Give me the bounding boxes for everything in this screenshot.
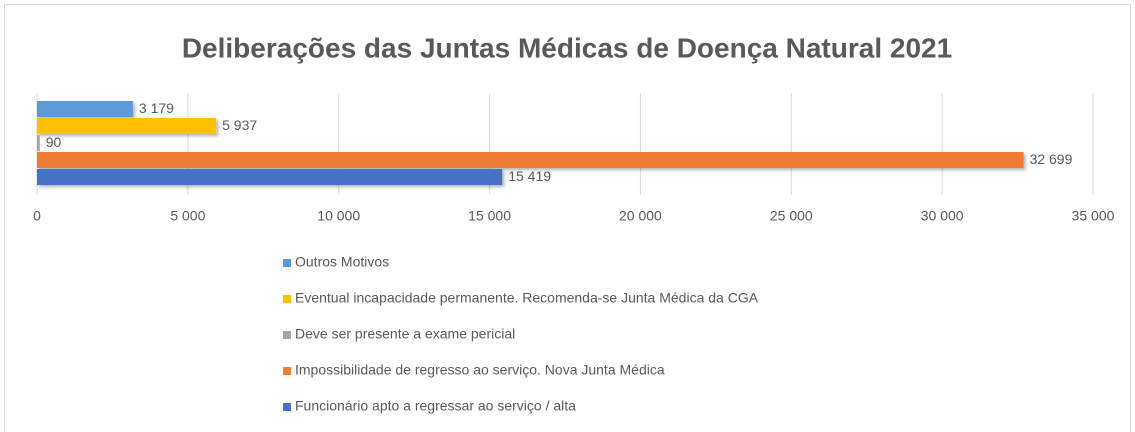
value-label: 90 (46, 134, 62, 150)
legend-swatch (283, 403, 291, 411)
chart-title: Deliberações das Juntas Médicas de Doenç… (182, 32, 952, 63)
x-tick-label: 15 000 (468, 208, 511, 224)
legend-label: Eventual incapacidade permanente. Recome… (295, 290, 759, 306)
legend-swatch (283, 259, 291, 267)
x-tick-label: 0 (33, 208, 41, 224)
bar (37, 118, 217, 134)
x-tick-label: 20 000 (619, 208, 662, 224)
bar (37, 152, 1024, 168)
x-tick-label: 5 000 (170, 208, 205, 224)
value-label: 3 179 (139, 100, 174, 116)
legend-swatch (283, 331, 291, 339)
value-label: 15 419 (508, 168, 551, 184)
legend-swatch (283, 367, 291, 375)
bar (37, 135, 40, 151)
bar (37, 101, 133, 117)
chart-frame (4, 4, 1131, 432)
bar (37, 169, 503, 185)
legend-label: Funcionário apto a regressar ao serviço … (295, 398, 576, 414)
legend-label: Deve ser presente a exame pericial (295, 326, 515, 342)
x-tick-label: 25 000 (770, 208, 813, 224)
legend-label: Impossibilidade de regresso ao serviço. … (295, 362, 665, 378)
x-tick-label: 30 000 (921, 208, 964, 224)
value-label: 32 699 (1030, 151, 1073, 167)
x-tick-label: 10 000 (317, 208, 360, 224)
legend-label: Outros Motivos (295, 254, 389, 270)
legend-swatch (283, 295, 291, 303)
value-label: 5 937 (222, 117, 257, 133)
x-tick-label: 35 000 (1072, 208, 1115, 224)
